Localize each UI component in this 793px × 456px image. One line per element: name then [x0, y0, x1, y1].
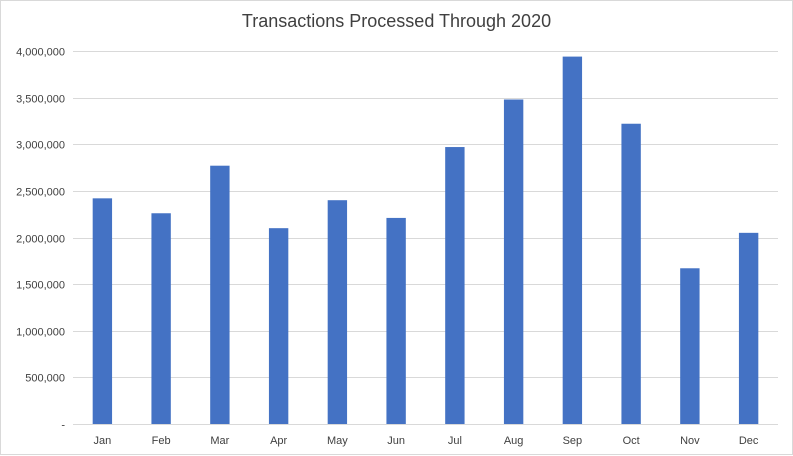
y-tick-label: 4,000,000 — [16, 47, 65, 59]
y-tick-label: 1,500,000 — [16, 280, 65, 292]
bar — [680, 268, 700, 424]
y-tick-label: 2,000,000 — [16, 234, 65, 246]
bar — [92, 198, 113, 424]
x-tick-label: Sep — [563, 435, 583, 447]
x-tick-label: May — [327, 435, 348, 447]
bar — [738, 232, 759, 424]
x-tick-label: Dec — [739, 435, 759, 447]
x-tick-label: Mar — [210, 435, 229, 447]
x-tick-label: Aug — [504, 435, 524, 447]
y-tick-label: 3,000,000 — [16, 140, 65, 152]
chart-title: Transactions Processed Through 2020 — [241, 11, 552, 31]
bar — [562, 56, 583, 424]
x-tick-label: Oct — [623, 435, 640, 447]
x-tick-label: Apr — [270, 435, 287, 447]
bar — [151, 213, 171, 424]
bar — [268, 228, 289, 424]
y-tick-label: 1,000,000 — [16, 327, 65, 339]
y-tick-label: 500,000 — [25, 373, 65, 385]
x-tick-label: Jun — [387, 435, 405, 447]
bar — [503, 99, 524, 425]
x-tick-label: Feb — [152, 435, 171, 447]
y-tick-label: 3,500,000 — [16, 94, 65, 106]
bar — [386, 217, 406, 424]
x-tick-label: Jul — [448, 435, 462, 447]
y-tick-label: - — [61, 420, 65, 432]
bar — [621, 123, 641, 425]
x-tick-label: Jan — [94, 435, 112, 447]
bar — [210, 165, 230, 424]
y-tick-label: 2,500,000 — [16, 187, 65, 199]
x-tick-label: Nov — [680, 435, 700, 447]
bar — [445, 147, 465, 425]
bar — [327, 200, 348, 424]
